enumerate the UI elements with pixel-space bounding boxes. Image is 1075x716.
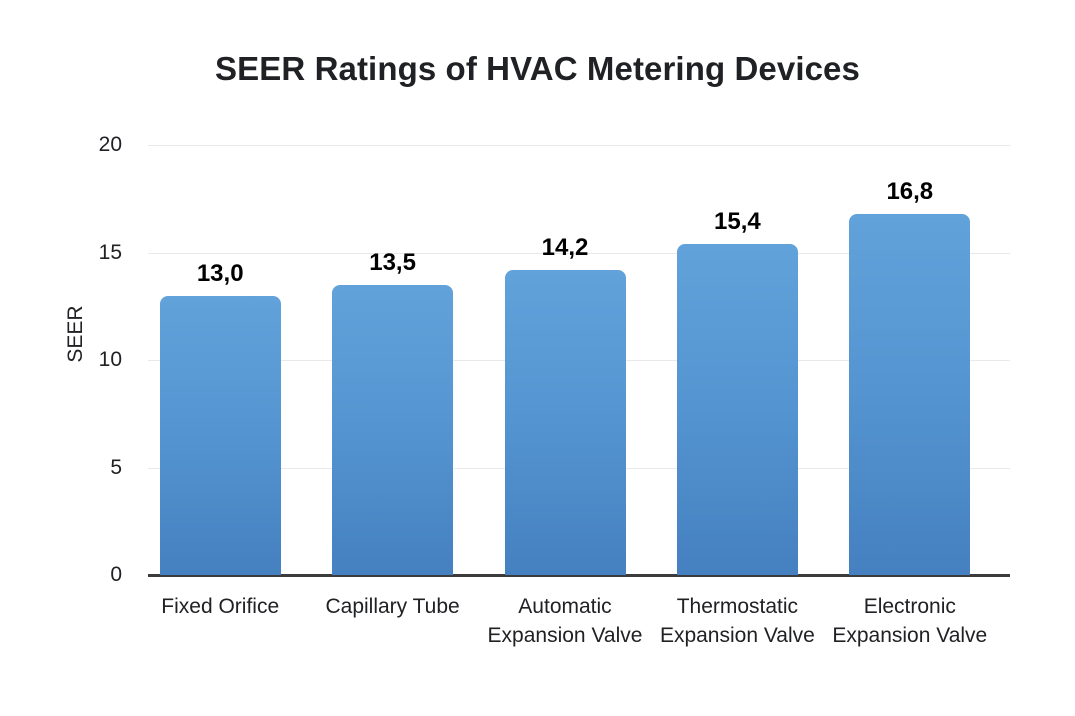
bar-group[interactable]: 13,0 bbox=[159, 145, 281, 575]
x-axis-label-line-2: Expansion Valve bbox=[832, 624, 988, 647]
bar[interactable] bbox=[849, 213, 971, 575]
x-axis-tick-label: Automatic Expansion Valve bbox=[479, 592, 651, 650]
x-axis-label-line-1: Automatic bbox=[518, 595, 612, 618]
x-axis-tick-label: Thermostatic Expansion Valve bbox=[651, 592, 823, 650]
bar[interactable] bbox=[159, 295, 281, 575]
bar-group[interactable]: 15,4 bbox=[676, 145, 798, 575]
x-axis-tick-labels: Fixed Orifice Capillary Tube Automatic Expa… bbox=[148, 592, 1010, 662]
bar[interactable] bbox=[332, 284, 454, 575]
bar[interactable] bbox=[504, 269, 626, 575]
bar-group[interactable]: 16,8 bbox=[849, 145, 971, 575]
y-axis-tick-label: 10 bbox=[98, 348, 122, 371]
chart-title: SEER Ratings of HVAC Metering Devices bbox=[215, 50, 860, 87]
bar-group[interactable]: 13,5 bbox=[332, 145, 454, 575]
y-axis-tick-label: 0 bbox=[110, 563, 122, 586]
x-axis-label-line-1: Fixed Orifice bbox=[161, 595, 280, 618]
bar-value-label: 16,8 bbox=[886, 177, 934, 205]
x-axis-label-line-1: Electronic bbox=[863, 595, 956, 618]
y-axis-tick-label: 15 bbox=[98, 240, 122, 264]
x-axis-label-line-2: Expansion Valve bbox=[487, 624, 643, 647]
gridline bbox=[148, 145, 1010, 146]
bar-group[interactable]: 14,2 bbox=[504, 145, 626, 575]
x-axis-tick-label: Electronic Expansion Valve bbox=[824, 592, 996, 650]
x-axis-tick-label: Fixed Orifice bbox=[134, 592, 306, 621]
x-axis-label-line-1: Thermostatic bbox=[676, 595, 799, 618]
x-axis-label-line-2: Expansion Valve bbox=[659, 624, 815, 647]
y-axis-tick-label: 5 bbox=[110, 455, 122, 479]
x-axis-label-line-1: Capillary Tube bbox=[325, 595, 460, 618]
bar-value-label: 13,5 bbox=[369, 248, 416, 276]
bar-value-label: 13,0 bbox=[196, 259, 244, 287]
bar[interactable] bbox=[676, 243, 798, 575]
x-axis-line bbox=[148, 574, 1010, 577]
bar-value-label: 14,2 bbox=[541, 233, 589, 261]
gridline bbox=[148, 252, 1010, 254]
y-axis-tick-label: 20 bbox=[98, 133, 122, 156]
bars-layer: 13,0 13,5 14,2 15,4 16,8 bbox=[148, 145, 1010, 575]
bar-value-label: 15,4 bbox=[714, 207, 761, 235]
y-axis-tick-labels: 0 5 10 15 20 bbox=[0, 133, 136, 586]
x-axis-tick-label: Capillary Tube bbox=[306, 592, 478, 621]
